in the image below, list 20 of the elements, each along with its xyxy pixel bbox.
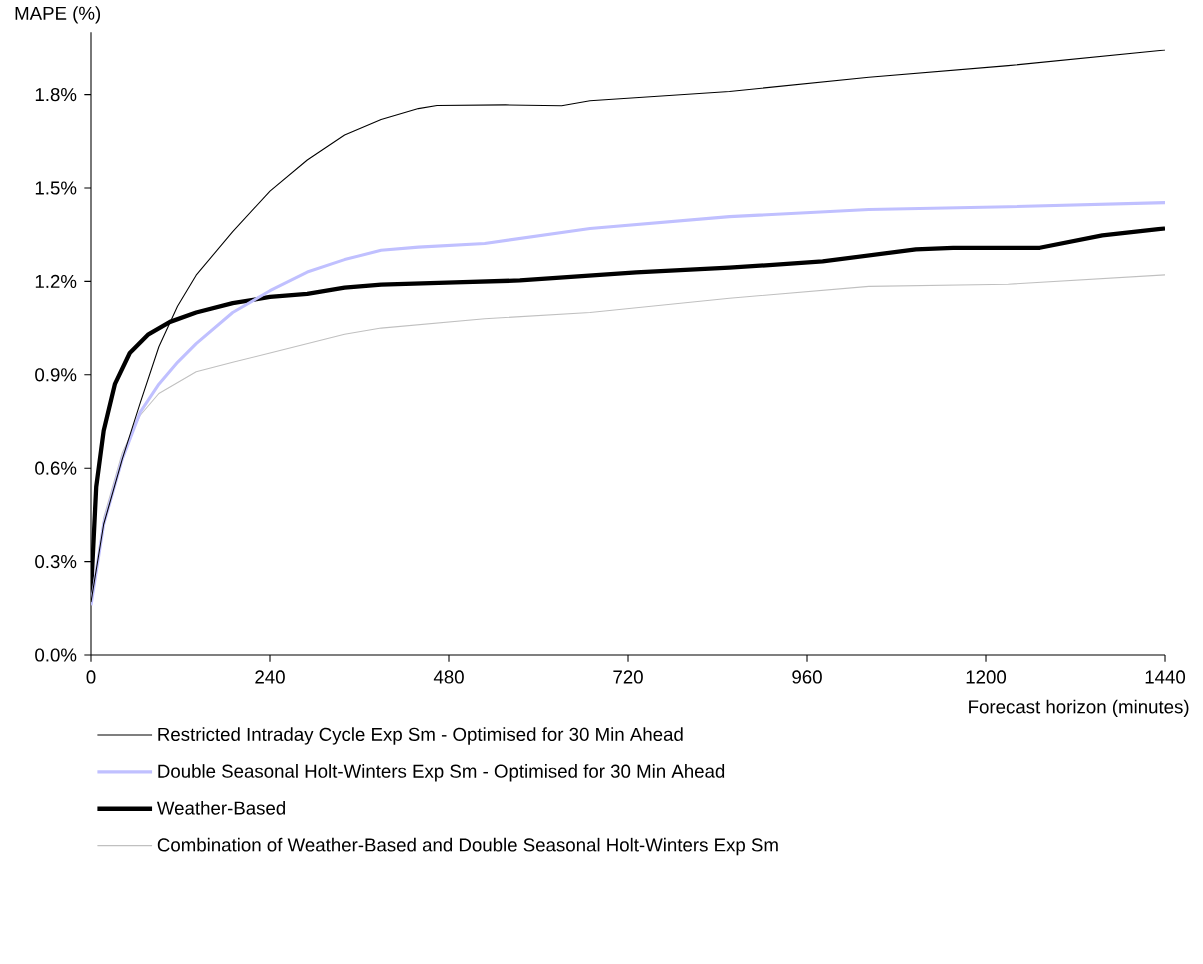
x-tick-label: 1200 [966, 670, 1007, 684]
x-axis-title: Forecast horizon (minutes) [969, 699, 1189, 718]
y-tick-label: 1.5% [35, 181, 77, 195]
y-axis-title: MAPE (%) [15, 6, 101, 24]
legend-label: Weather-Based [156, 800, 286, 815]
y-tick-label: 0.9% [35, 368, 77, 382]
legend-label: Double Seasonal Holt-Winters Exp Sm - Optimised for 30 Min Ahead [158, 764, 725, 782]
x-tick-label: 240 [255, 670, 285, 684]
y-tick-label: 0.0% [35, 648, 77, 662]
x-tick-label: 480 [433, 670, 464, 684]
x-tick-label: 1440 [1145, 670, 1186, 684]
legend-label: Restricted Intraday Cycle Exp Sm - Optimised for 30 Min Ahead [158, 727, 683, 745]
x-tick-label: 720 [613, 670, 643, 684]
y-tick-label: 1.8% [35, 87, 77, 102]
x-tick-label: 0 [86, 670, 96, 684]
legend-label: Combination of Weather-Based and Double Seasonal Holt-Winters Exp Sm [157, 837, 778, 856]
x-tick-label: 960 [792, 670, 822, 684]
y-tick-label: 1.2% [35, 274, 77, 288]
y-tick-label: 0.6% [35, 461, 77, 475]
y-tick-label: 0.3% [35, 554, 77, 569]
